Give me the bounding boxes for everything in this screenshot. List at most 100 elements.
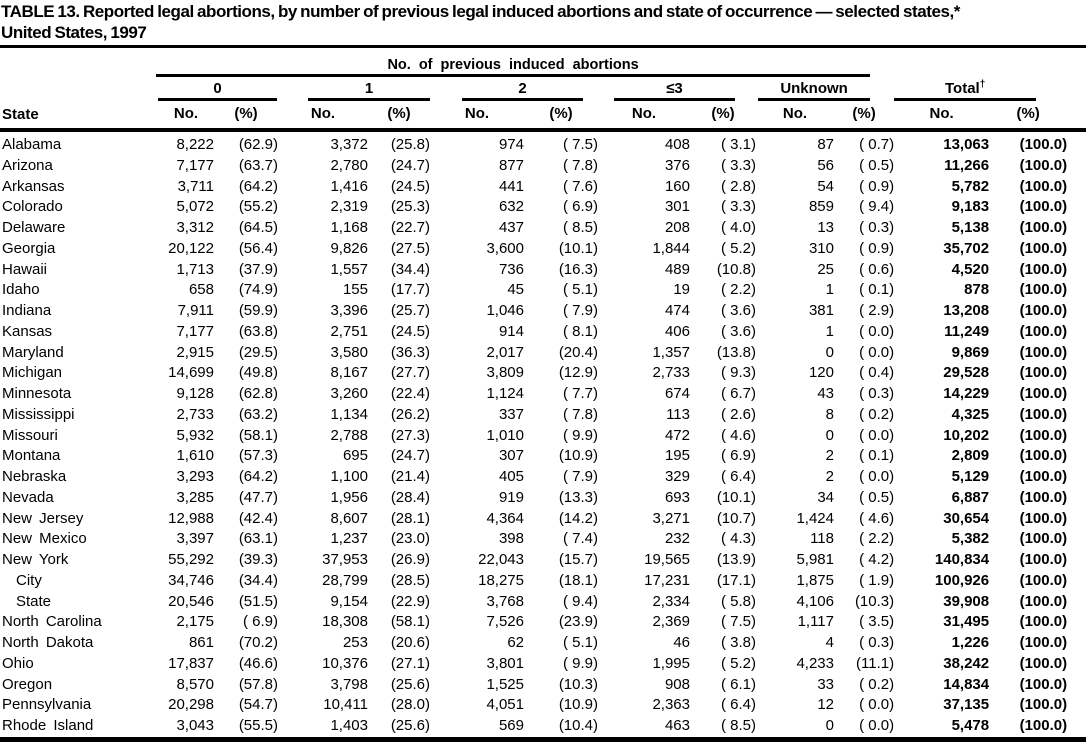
- state-cell: City: [16, 571, 42, 589]
- no-0-cell: 7,177: [176, 156, 214, 174]
- pct-0-cell: (74.9): [238, 281, 278, 299]
- pct-unknown-cell: ( 4.6): [859, 509, 895, 527]
- pct-2-cell: ( 7.9): [562, 468, 598, 485]
- no-1-cell: 9,154: [330, 592, 368, 610]
- no-total-cell: 4,325: [951, 405, 990, 423]
- no-le3-cell: 3,271: [652, 509, 690, 527]
- row-spacer: [1067, 260, 1086, 281]
- state-cell: Montana: [2, 447, 61, 465]
- state-cell: State: [16, 592, 52, 610]
- pct-0-cell: (34.4): [238, 571, 278, 589]
- no-1-cell: 10,411: [323, 696, 368, 714]
- pct-0-cell: (47.7): [238, 488, 278, 506]
- no-total-cell: 10,202: [943, 426, 990, 444]
- pct-1-cell: (26.9): [390, 551, 430, 568]
- spanner-blank-cell: [894, 48, 1086, 77]
- no-total-cell: 35,702: [943, 239, 990, 257]
- pct-unknown-cell: ( 0.0): [859, 343, 895, 361]
- pct-unknown-cell: ( 0.1): [859, 447, 895, 465]
- table-row: New Mexico 3,397 (63.1) 1,237 (23.0) 398…: [0, 529, 1086, 550]
- pct-2-cell: (10.9): [558, 696, 598, 714]
- pct-le3-cell: (13.8): [716, 343, 756, 361]
- table-row: Hawaii 1,713 (37.9) 1,557 (34.4) 736 (16…: [0, 260, 1086, 281]
- no-2-cell: 919: [498, 488, 524, 506]
- pct-total-cell: (100.0): [1019, 322, 1068, 340]
- pct-total-cell: (100.0): [1019, 551, 1068, 568]
- pct-total-cell: (100.0): [1019, 136, 1068, 153]
- pct-1-cell: (25.6): [390, 675, 430, 693]
- pct-le3-cell: ( 6.9): [720, 447, 756, 465]
- pct-header-total: (%): [989, 101, 1068, 132]
- no-1-cell: 2,780: [330, 156, 368, 174]
- pct-header-unknown: (%): [834, 101, 895, 132]
- pct-1-cell: (22.9): [390, 592, 430, 610]
- pct-1-cell: (25.6): [390, 717, 430, 734]
- pct-total-cell: (100.0): [1019, 717, 1068, 734]
- pct-total-cell: (100.0): [1019, 696, 1068, 714]
- table-row: Michigan 14,699 (49.8) 8,167 (27.7) 3,80…: [0, 363, 1086, 384]
- no-0-cell: 5,072: [176, 198, 214, 216]
- no-0-cell: 3,293: [176, 468, 214, 485]
- pct-1-cell: (28.5): [390, 571, 430, 589]
- row-spacer: [1067, 446, 1086, 467]
- no-total-cell: 29,528: [943, 364, 990, 382]
- pct-0-cell: (55.2): [238, 198, 278, 216]
- pct-2-cell: (18.1): [558, 571, 598, 589]
- pct-le3-cell: ( 4.0): [720, 219, 756, 236]
- no-1-cell: 1,237: [330, 530, 368, 548]
- pct-le3-cell: (10.7): [716, 509, 756, 527]
- no-2-cell: 398: [498, 530, 524, 548]
- pct-0-cell: (29.5): [238, 343, 278, 361]
- no-2-cell: 22,043: [478, 551, 524, 568]
- header-spanner-row: State No. of previous induced abortions: [0, 48, 1086, 132]
- no-1-cell: 3,798: [330, 675, 368, 693]
- pct-header-0: (%): [214, 101, 278, 132]
- pct-total-cell: (100.0): [1019, 509, 1068, 527]
- row-spacer: [1067, 405, 1086, 426]
- no-0-cell: 8,222: [176, 136, 214, 153]
- no-unknown-cell: 54: [817, 177, 834, 195]
- no-le3-cell: 1,844: [652, 239, 690, 257]
- no-0-cell: 7,177: [176, 322, 214, 340]
- pct-0-cell: (64.2): [238, 468, 278, 485]
- state-cell: Georgia: [2, 239, 56, 257]
- pct-1-cell: (25.8): [390, 136, 430, 153]
- no-unknown-cell: 1: [825, 322, 834, 340]
- no-1-cell: 1,403: [330, 717, 368, 734]
- pct-0-cell: (57.8): [238, 675, 278, 693]
- no-0-cell: 8,570: [176, 675, 214, 693]
- no-2-cell: 877: [498, 156, 524, 174]
- no-unknown-cell: 1,424: [796, 509, 834, 527]
- state-cell: Indiana: [2, 302, 52, 319]
- no-total-cell: 38,242: [943, 654, 990, 672]
- pct-unknown-cell: ( 0.5): [859, 488, 895, 506]
- state-cell: Arizona: [2, 156, 53, 174]
- no-unknown-cell: 43: [817, 385, 834, 402]
- no-unknown-cell: 1,117: [797, 613, 834, 631]
- pct-total-cell: (100.0): [1019, 571, 1068, 589]
- no-total-cell: 6,887: [951, 488, 990, 506]
- no-total-cell: 2,809: [951, 447, 990, 465]
- state-cell: Alabama: [2, 136, 62, 153]
- no-0-cell: 20,546: [168, 592, 214, 610]
- pct-1-cell: (22.7): [390, 219, 430, 236]
- state-cell: North Carolina: [2, 613, 102, 631]
- pct-total-cell: (100.0): [1019, 219, 1068, 236]
- no-le3-cell: 160: [664, 177, 690, 195]
- state-cell: Hawaii: [2, 260, 48, 278]
- pct-total-cell: (100.0): [1019, 654, 1068, 672]
- abortions-table: State No. of previous induced abortions …: [0, 48, 1086, 737]
- pct-total-cell: (100.0): [1019, 177, 1068, 195]
- pct-2-cell: ( 7.4): [562, 530, 598, 548]
- no-2-cell: 4,051: [486, 696, 524, 714]
- dagger-footnote-marker: †: [979, 79, 986, 90]
- no-total-cell: 11,266: [944, 156, 990, 174]
- no-le3-cell: 46: [673, 634, 690, 651]
- no-header-total: No.: [894, 101, 990, 132]
- row-spacer: [1067, 343, 1086, 364]
- pct-1-cell: (28.0): [390, 696, 430, 714]
- no-unknown-cell: 13: [817, 219, 834, 236]
- pct-0-cell: (49.8): [238, 364, 278, 382]
- no-2-cell: 3,600: [486, 239, 524, 257]
- row-spacer: [1067, 529, 1086, 550]
